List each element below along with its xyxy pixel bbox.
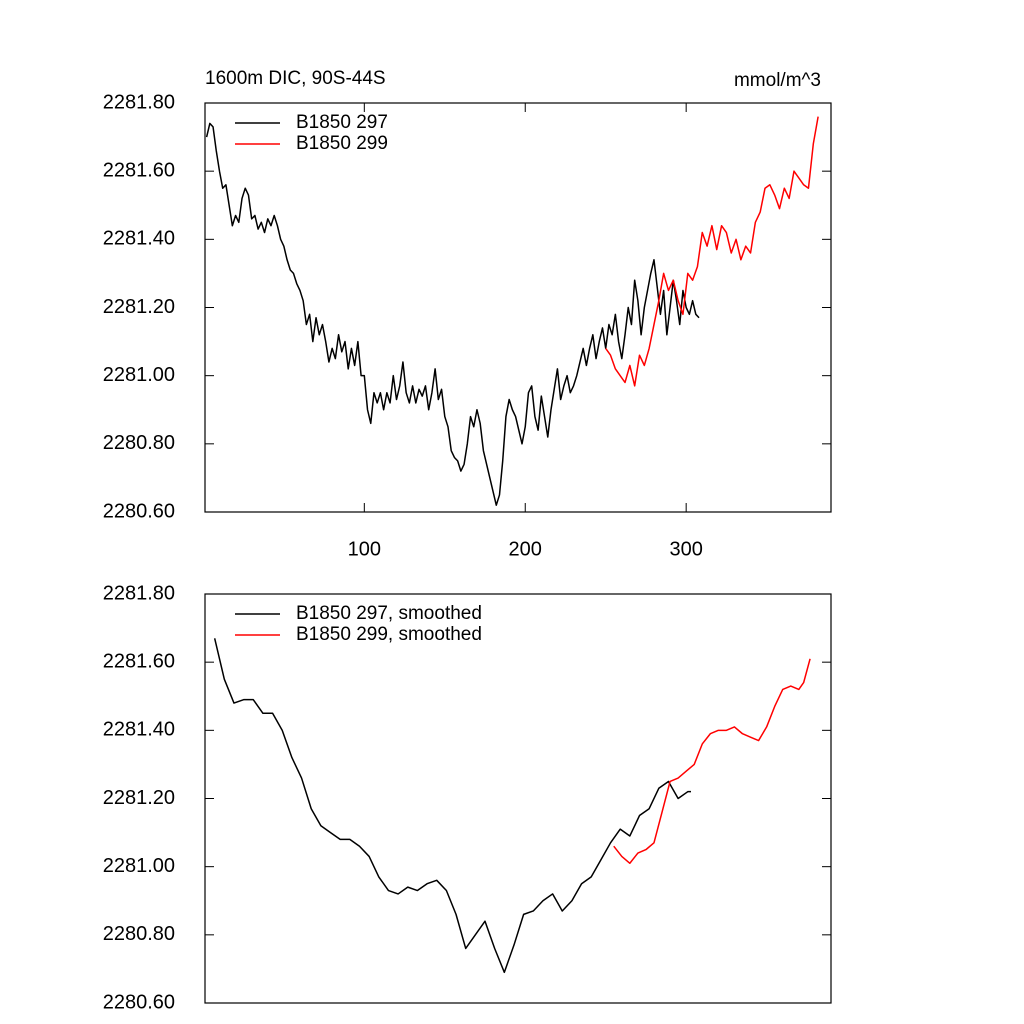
series-line	[205, 122, 700, 506]
legend-label: B1850 297, smoothed	[296, 603, 482, 624]
y-tick-label: 2280.60	[103, 991, 175, 1013]
plot-frame	[204, 593, 832, 1004]
x-tick-label: 100	[348, 538, 381, 560]
y-tick-label: 2281.80	[103, 91, 175, 113]
y-tick-label: 2280.80	[103, 432, 175, 454]
y-tick-label: 2280.60	[103, 500, 175, 522]
legend-label: B1850 297	[296, 112, 388, 133]
y-tick-label: 2281.40	[103, 719, 175, 741]
x-tick-label: 200	[509, 538, 542, 560]
y-tick-label: 2281.00	[103, 364, 175, 386]
legend-label: B1850 299, smoothed	[296, 624, 482, 645]
y-tick-label: 2281.80	[103, 582, 175, 604]
y-tick-label: 2281.20	[103, 787, 175, 809]
y-tick-label: 2280.80	[103, 923, 175, 945]
y-tick-label: 2281.20	[103, 296, 175, 318]
y-tick-label: 2281.40	[103, 228, 175, 250]
plot-frame	[204, 102, 832, 513]
legend-label: B1850 299	[296, 133, 388, 154]
series-line	[613, 658, 811, 865]
units-label: mmol/m^3	[734, 70, 821, 91]
y-tick-label: 2281.60	[103, 650, 175, 672]
series-line	[213, 638, 691, 974]
chart-title: 1600m DIC, 90S-44S	[205, 68, 386, 89]
series-line	[605, 116, 819, 387]
x-tick-label: 300	[669, 538, 702, 560]
y-tick-label: 2281.60	[103, 159, 175, 181]
y-tick-label: 2281.00	[103, 855, 175, 877]
